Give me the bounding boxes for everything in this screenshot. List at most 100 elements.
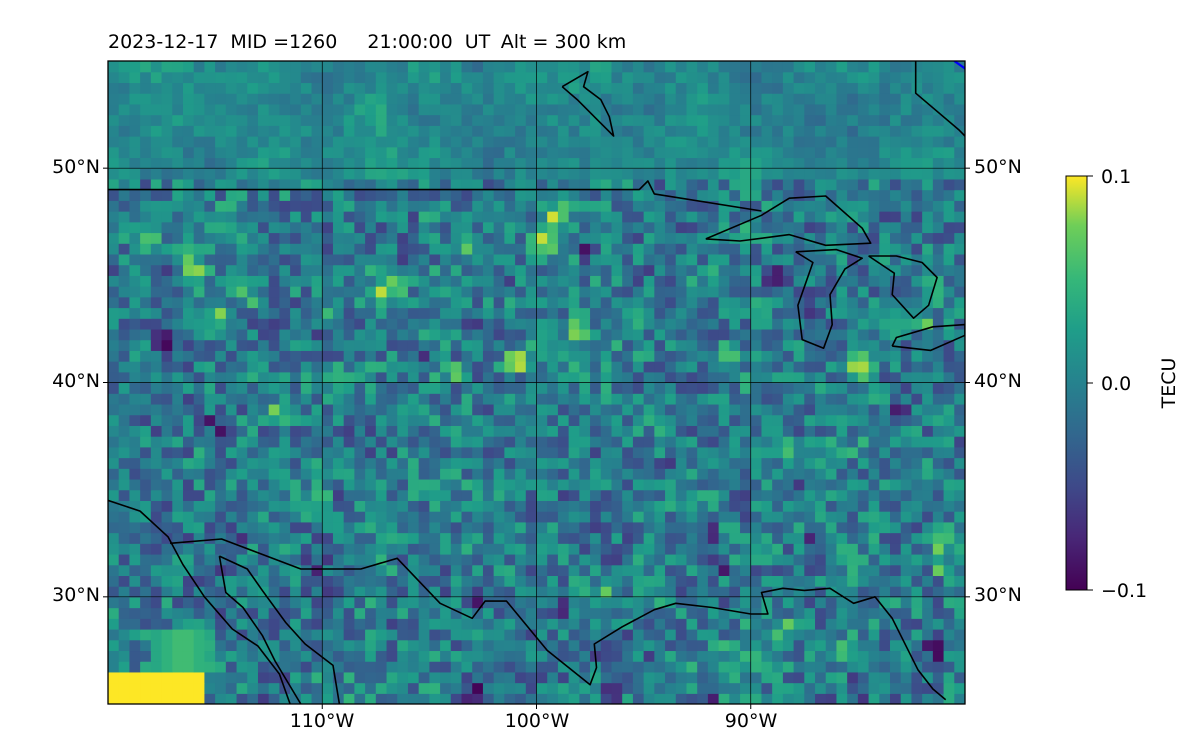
tec-cell [707,318,720,330]
tec-cell [161,543,173,555]
tec-cell [450,253,463,266]
tec-cell [750,446,763,459]
tec-cell [922,371,934,384]
tec-cell [418,114,430,126]
tec-cell [825,575,838,587]
tec-cell [815,457,827,469]
tec-cell [257,114,270,126]
tec-cell [836,93,848,105]
tec-cell [675,607,688,619]
tec-cell [354,168,366,180]
tec-cell [429,489,441,501]
tec-cell [515,682,527,694]
tec-cell [707,403,720,416]
tec-cell [697,157,709,169]
tec-cell [611,511,623,523]
tec-cell [868,200,880,212]
tec-cell [429,596,441,609]
tec-cell [129,61,141,73]
tec-cell [686,521,698,534]
tec-cell [461,446,473,459]
tec-cell [118,157,131,169]
tec-cell [600,661,613,673]
tec-cell [108,682,120,694]
tec-cell [911,553,923,566]
tec-cell [343,468,355,480]
tec-cell [707,350,720,362]
tec-cell [815,543,827,555]
tec-cell [365,361,377,373]
tec-cell [697,500,709,512]
tec-cell [418,436,430,448]
tec-cell [450,189,463,201]
tec-cell [118,650,131,662]
tec-cell [836,532,848,544]
tec-cell [279,168,291,180]
tec-cell [761,628,773,641]
tec-cell [900,521,913,534]
tec-cell [654,500,666,512]
tec-cell [740,136,752,148]
tec-cell [675,318,688,330]
colorbar-tick-label-min: −0.1 [1101,580,1147,602]
tec-cell [879,532,891,544]
tec-cell [772,221,784,234]
tec-cell [761,146,773,159]
tec-cell [729,414,741,426]
tec-cell [108,661,120,673]
tec-cell [804,511,816,523]
tec-cell [911,146,923,159]
tec-cell [740,296,752,309]
tec-cell [397,211,409,223]
tec-cell [450,339,463,351]
tec-cell [525,511,538,523]
tec-cell [482,468,495,480]
tec-cell [311,103,323,116]
tec-cell [611,414,623,426]
tec-cell [204,586,216,598]
tec-cell [547,253,559,266]
tec-cell [300,232,313,244]
tec-cell [622,82,634,94]
tec-cell [943,596,955,609]
tec-cell [311,414,323,426]
tec-cell [943,221,955,234]
tec-cell [118,318,131,330]
tec-cell [943,178,955,191]
tec-cell [750,553,763,566]
tec-cell [215,264,227,276]
tec-cell [547,286,559,298]
tec-cell [547,468,559,480]
tec-cell [622,457,634,469]
tec-cell [129,671,141,684]
tec-cell [343,500,355,512]
tec-cell [847,361,859,373]
tec-cell [600,489,613,501]
tec-cell [386,500,398,512]
tec-cell [140,307,152,319]
tec-cell [322,478,334,491]
tec-cell [600,350,613,362]
tec-cell [386,693,398,704]
tec-cell [429,639,441,652]
tec-cell [343,489,355,501]
tec-cell [472,564,484,576]
tec-cell [772,553,784,566]
tec-cell [386,446,398,459]
tec-cell [911,275,923,287]
tec-cell [150,371,163,384]
tec-cell [900,318,913,330]
tec-cell [193,157,206,169]
tec-cell [804,478,816,491]
tec-cell [515,157,527,169]
tec-cell [557,146,570,159]
tec-cell [536,596,548,609]
tec-cell [247,553,259,566]
tec-cell [825,478,838,491]
tec-cell [632,693,645,704]
tec-cell [922,232,934,244]
tec-cell [547,200,559,212]
tec-cell [718,286,730,298]
tec-cell [600,425,613,437]
tec-cell [108,628,120,641]
